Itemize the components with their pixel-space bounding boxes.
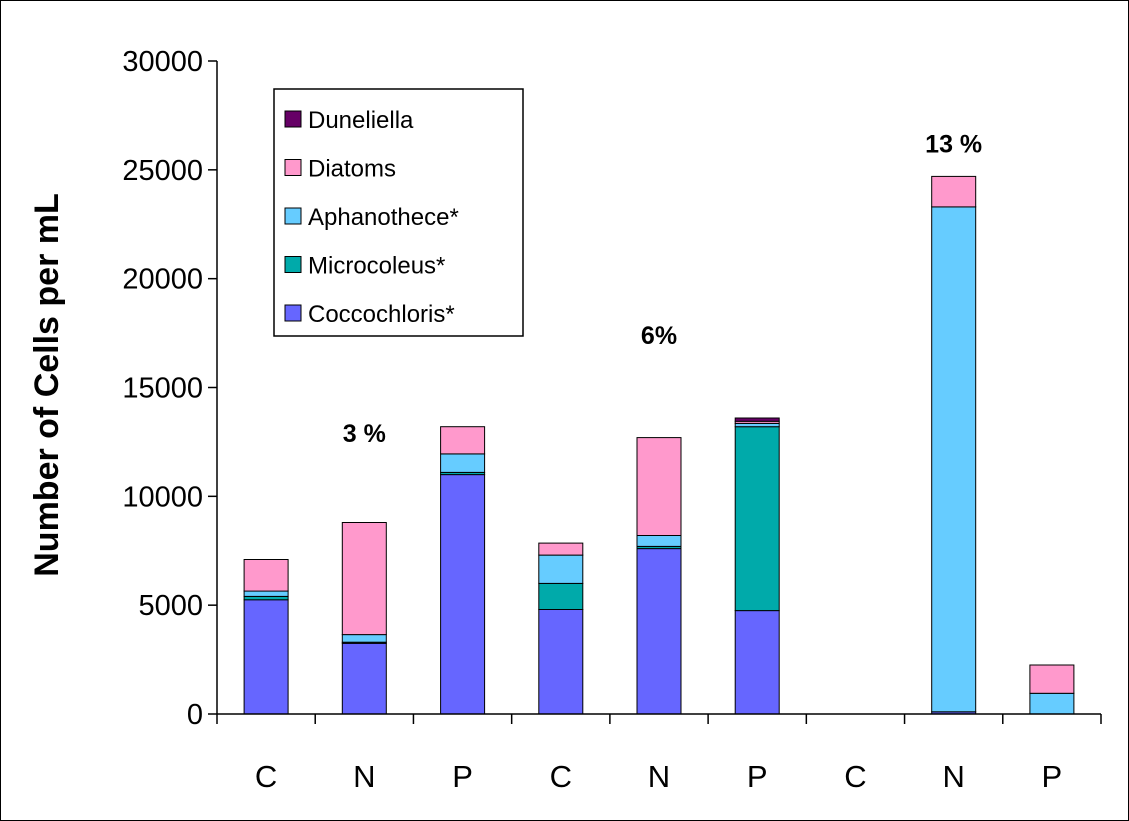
y-tick-label: 0 [187, 699, 203, 731]
y-tick-label: 10000 [122, 481, 203, 513]
bar-segment-microcoleus-3 [538, 582, 584, 611]
bar-segment-aphanothece-4 [636, 535, 682, 547]
legend-box [273, 88, 524, 337]
bar-segment-coccochloris-4 [636, 548, 682, 715]
y-tick-label: 25000 [122, 155, 203, 187]
bar-segment-coccochloris-5 [734, 610, 780, 715]
bar-segment-diatoms-8 [1029, 664, 1075, 694]
x-category-label: P [747, 759, 768, 794]
legend-swatch [284, 207, 302, 225]
plot-area [243, 175, 1075, 715]
legend-label: Microcoleus* [308, 253, 445, 280]
bar-segment-aphanothece-8 [1029, 692, 1075, 715]
bar-segment-diatoms-3 [538, 542, 584, 556]
legend-label: Coccochloris* [308, 301, 455, 328]
legend-swatch [284, 256, 302, 273]
bar-segment-aphanothece-0 [243, 590, 289, 597]
x-category-label: P [1042, 759, 1063, 794]
x-category-label: N [942, 759, 964, 794]
legend-label: Duneliella [308, 107, 414, 134]
bar-segment-coccochloris-3 [538, 609, 584, 715]
legend-swatch [284, 159, 302, 176]
bar-segment-aphanothece-3 [538, 554, 584, 584]
percentage-annotation: 13 % [925, 130, 982, 158]
x-category-label: N [648, 759, 670, 794]
bar-segment-coccochloris-0 [243, 599, 289, 715]
percentage-annotation: 6% [641, 322, 677, 350]
bar-segment-diatoms-7 [931, 175, 977, 208]
legend: Duneliella Diatoms Aphanothece* Microcoleus… [273, 88, 524, 337]
axes: 0 5000 10000 15000 20000 25000 30000 C N P C N P C N P [122, 46, 1102, 794]
bar-segment-diatoms-2 [440, 426, 486, 455]
x-category-label: N [353, 759, 375, 794]
bar-segment-diatoms-0 [243, 559, 289, 592]
legend-label: Aphanothece* [308, 204, 459, 231]
bar-segment-diatoms-4 [636, 437, 682, 537]
x-category-label: C [844, 759, 866, 794]
legend-label: Diatoms [308, 156, 396, 183]
bar-segment-aphanothece-1 [341, 634, 387, 643]
bar-segment-aphanothece-7 [931, 206, 977, 713]
bar-segment-aphanothece-2 [440, 453, 486, 473]
annotations: 3 % 6% 13 % [343, 130, 982, 447]
y-tick-label: 15000 [122, 373, 203, 405]
y-tick-label: 30000 [122, 46, 203, 78]
bar-segment-coccochloris-1 [341, 642, 387, 715]
x-category-label: C [550, 759, 572, 794]
bar-segment-microcoleus-5 [734, 426, 780, 612]
legend-swatch [284, 110, 302, 128]
y-tick-label: 20000 [122, 264, 203, 296]
y-tick-label: 5000 [138, 590, 203, 622]
legend-swatch [284, 304, 302, 322]
bar-segment-duneliella-5 [734, 417, 780, 422]
percentage-annotation: 3 % [343, 420, 386, 448]
bar-segment-diatoms-1 [341, 522, 387, 636]
bar-segment-coccochloris-2 [440, 474, 486, 715]
x-category-label: C [255, 759, 277, 794]
x-category-label: P [452, 759, 473, 794]
bar-segment-microcoleus-0 [243, 596, 289, 601]
y-axis-label: Number of Cells per mL [28, 193, 66, 577]
